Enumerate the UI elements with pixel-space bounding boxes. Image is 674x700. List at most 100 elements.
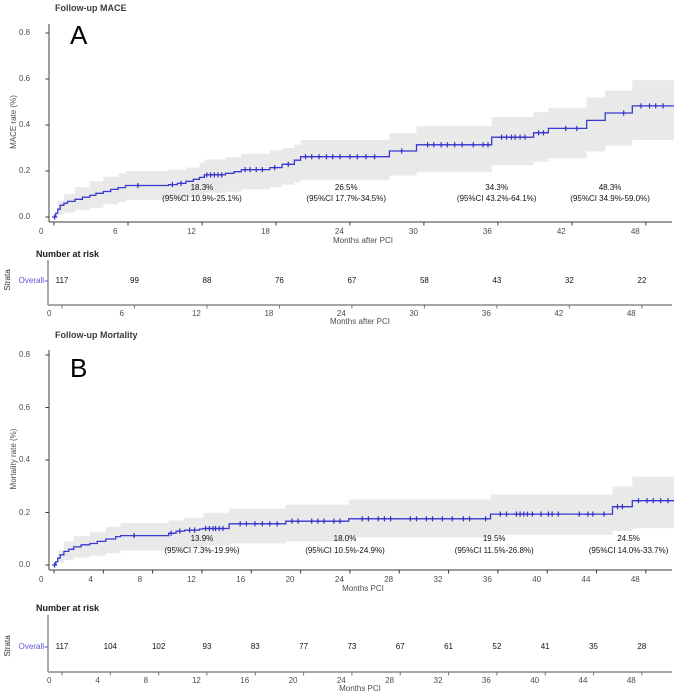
panel-b-stratum-label: Overall	[18, 642, 44, 651]
y-tick-label: 0.0	[19, 560, 31, 569]
risk-table-tick-label: 24	[336, 309, 346, 318]
risk-count: 102	[151, 642, 166, 651]
risk-table-tick-label: 18	[264, 309, 274, 318]
annotation-value: 24.5%	[617, 534, 640, 543]
annotation-value: 18.0%	[333, 534, 357, 543]
y-tick-label: 0.2	[19, 166, 31, 175]
risk-count: 41	[540, 642, 550, 651]
risk-count: 61	[444, 642, 453, 651]
x-tick-label: 24	[334, 575, 344, 584]
annotation-value: 26.5%	[334, 183, 358, 192]
risk-count: 76	[274, 276, 284, 285]
y-tick-label: 0.0	[19, 212, 31, 221]
panel-a-risk-table-title: Number at risk	[36, 249, 100, 259]
risk-count: 77	[299, 642, 309, 651]
annotation-ci: (95%CI 10.5%-24.9%)	[305, 546, 385, 555]
risk-count: 99	[130, 276, 139, 285]
x-tick-label: 24	[334, 227, 344, 236]
x-tick-label: 36	[482, 227, 492, 236]
risk-table-tick-label: 36	[481, 676, 491, 685]
y-tick-label: 0.8	[19, 350, 31, 359]
x-tick-label: 48	[630, 227, 640, 236]
risk-table-tick-label: 20	[288, 676, 298, 685]
annotation-value: 13.9%	[190, 534, 214, 543]
annotation-value: 19.5%	[482, 534, 506, 543]
risk-count: 104	[103, 642, 117, 651]
annotation-ci: (95%CI 10.9%-25.1%)	[162, 194, 242, 203]
risk-count: 73	[347, 642, 357, 651]
risk-table-tick-label: 44	[578, 676, 588, 685]
annotation-value: 34.3%	[485, 183, 508, 192]
survival-curve	[54, 105, 674, 218]
x-tick-label: 48	[630, 575, 640, 584]
risk-count: 117	[55, 276, 69, 285]
risk-table-tick-label: 16	[240, 676, 250, 685]
panel-a-title: Follow-up MACE	[55, 3, 127, 13]
risk-table-tick-label: 40	[530, 676, 540, 685]
risk-table-tick-label: 30	[409, 309, 419, 318]
risk-count: 117	[55, 642, 69, 651]
x-tick-label: 32	[433, 575, 443, 584]
risk-count: 22	[637, 276, 647, 285]
risk-table-tick-label: 42	[554, 309, 564, 318]
risk-table-tick-label: 24	[336, 676, 346, 685]
risk-count: 58	[419, 276, 429, 285]
y-tick-label: 0.2	[19, 507, 31, 517]
x-tick-label: 40	[532, 575, 542, 584]
panel-a-letter: A	[70, 20, 88, 50]
risk-count: 43	[492, 276, 502, 285]
panel-b-x-axis-label: Months PCI	[342, 584, 384, 593]
x-tick-label: 18	[260, 227, 270, 236]
risk-table-tick-label: 8	[143, 676, 149, 685]
risk-table-tick-label: 0	[47, 309, 52, 318]
survival-curve	[54, 500, 674, 566]
confidence-band	[54, 80, 674, 217]
panel-a-stratum-label: Overall	[18, 276, 44, 285]
panel-a-x-axis-label: Months after PCI	[332, 236, 394, 245]
x-tick-label: 4	[88, 575, 93, 584]
risk-count: 32	[564, 276, 574, 285]
risk-table-tick-label: 48	[626, 309, 636, 318]
annotation-ci: (95%CI 7.3%-19.9%)	[164, 546, 240, 555]
panel-b-letter: B	[70, 353, 88, 383]
annotation-ci: (95%CI 43.2%-64.1%)	[456, 194, 537, 203]
risk-table-tick-label: 12	[191, 309, 201, 318]
x-tick-label: 28	[384, 575, 394, 584]
x-tick-label: 12	[186, 227, 196, 236]
risk-table-tick-label: 12	[191, 676, 201, 685]
risk-table-tick-label: 4	[95, 676, 100, 685]
panel-a-risk-table-x-axis-label: Months after PCI	[329, 317, 391, 326]
x-tick-label: 44	[581, 575, 591, 584]
risk-count: 35	[589, 642, 598, 651]
risk-count: 67	[395, 642, 405, 651]
risk-table-tick-label: 36	[481, 309, 491, 318]
y-tick-label: 0.8	[19, 28, 31, 37]
panel-a-y-axis-label: MACE rate (%)	[9, 95, 18, 149]
risk-count: 28	[637, 642, 647, 651]
panel-b-y-axis-label: Mortality rate (%)	[9, 428, 18, 490]
annotation-value: 18.3%	[190, 183, 214, 192]
y-tick-label: 0.4	[19, 120, 31, 129]
x-tick-label: 20	[285, 575, 295, 584]
confidence-band	[54, 476, 674, 565]
x-tick-label: 8	[137, 575, 143, 584]
risk-table-tick-label: 28	[385, 676, 395, 685]
x-tick-label: 36	[482, 575, 492, 584]
risk-count: 83	[250, 642, 260, 651]
risk-table-tick-label: 6	[119, 309, 124, 318]
panel-b-risk-table-x-axis-label: Months PCI	[339, 684, 381, 693]
y-tick-label: 0.6	[19, 402, 31, 412]
annotation-value: 48.3%	[598, 183, 622, 192]
x-tick-label: 6	[112, 227, 118, 236]
annotation-ci: (95%CI 14.0%-33.7%)	[588, 546, 669, 555]
panel-b-risk-table-title: Number at risk	[36, 603, 100, 613]
risk-table-tick-label: 48	[626, 676, 636, 685]
risk-count: 93	[202, 642, 212, 651]
risk-count: 52	[492, 642, 502, 651]
x-tick-label: 30	[408, 227, 418, 236]
x-tick-label: 42	[556, 227, 566, 236]
x-tick-label: 12	[186, 575, 196, 584]
risk-table-tick-label: 0	[47, 676, 52, 685]
